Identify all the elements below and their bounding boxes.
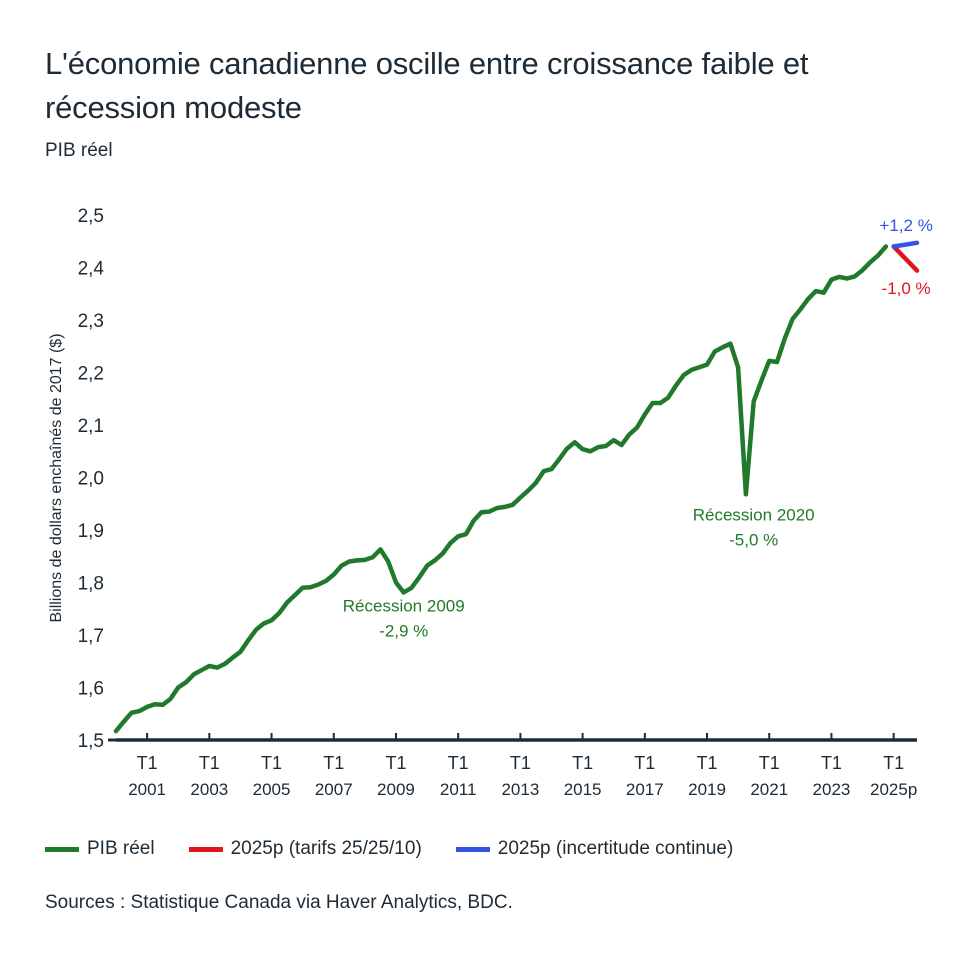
y-axis: 1,5 1,6 1,7 1,8 1,9 2,0 2,1 2,2 2,3 2,4 2,5: [78, 206, 116, 752]
y-tick-label: 2,1: [78, 416, 104, 437]
annotation-label: Récession 2009: [343, 596, 465, 615]
legend: PIB réel 2025p (tarifs 25/25/10) 2025p (…: [45, 838, 767, 860]
x-tick-label-quarter: T1: [448, 753, 469, 773]
annotation-value: -2,9 %: [379, 621, 428, 640]
y-tick-label: 1,7: [78, 626, 104, 647]
x-tick-label-quarter: T1: [821, 753, 842, 773]
annotation-label: +1,2 %: [879, 216, 932, 235]
legend-item-uncertainty: 2025p (incertitude continue): [455, 838, 734, 860]
x-tick-label-year: 2023: [813, 780, 851, 799]
series-group: [113, 240, 920, 734]
x-tick-label-quarter: T1: [261, 753, 282, 773]
x-tick-label-quarter: T1: [510, 753, 531, 773]
annotation-label: -1,0 %: [882, 279, 931, 298]
legend-swatch-gdp: [45, 846, 79, 852]
x-tick-label-year: 2021: [750, 780, 788, 799]
x-tick-label-year: 2019: [688, 780, 726, 799]
annotation-value: -5,0 %: [729, 531, 778, 550]
x-tick-label-quarter: T1: [697, 753, 718, 773]
y-tick-label: 2,5: [78, 206, 104, 227]
x-tick-label-quarter: T1: [759, 753, 780, 773]
y-tick-label: 2,4: [78, 259, 105, 280]
x-tick-label-quarter: T1: [883, 753, 904, 773]
x-tick-label-year: 2025p: [870, 780, 917, 799]
x-tick-label-quarter: T1: [199, 753, 220, 773]
x-tick-label-year: 2017: [626, 780, 664, 799]
chart-subtitle: PIB réel: [45, 140, 113, 161]
series-line-gdp: [113, 244, 889, 734]
x-tick-label-year: 2013: [501, 780, 539, 799]
y-tick-label: 1,6: [78, 679, 104, 700]
x-tick-label-year: 2001: [128, 780, 166, 799]
x-tick-label-year: 2009: [377, 780, 415, 799]
annotations-group: Récession 2009 -2,9 % Récession 2020 -5,0 %…: [343, 216, 933, 641]
legend-label-gdp: PIB réel: [87, 838, 155, 859]
x-tick-label-quarter: T1: [634, 753, 655, 773]
chart-title: L'économie canadienne oscille entre croi…: [45, 46, 809, 125]
legend-swatch-tariff: [188, 846, 223, 852]
x-tick-label-year: 2005: [253, 780, 291, 799]
x-tick-label-year: 2003: [190, 780, 228, 799]
series-line-tariff: [891, 244, 920, 273]
x-tick-label-quarter: T1: [137, 753, 158, 773]
x-tick-label-year: 2015: [564, 780, 602, 799]
x-tick-label-quarter: T1: [385, 753, 406, 773]
y-tick-label: 2,3: [78, 311, 104, 332]
x-axis: T1 2001 T1 2003 T1 2005 T1 2007 T1 2009 T1 2011 T1 20…: [116, 733, 917, 799]
y-tick-label: 2,0: [78, 469, 104, 490]
x-tick-label-year: 2011: [440, 780, 477, 799]
y-tick-label: 2,2: [78, 364, 104, 385]
legend-item-tariff: 2025p (tarifs 25/25/10): [188, 838, 422, 860]
x-tick-label-year: 2007: [315, 780, 353, 799]
legend-swatch-uncertainty: [455, 846, 490, 852]
legend-label-tariff: 2025p (tarifs 25/25/10): [230, 838, 422, 859]
y-axis-label: Billions de dollars enchaînés de 2017 ($…: [48, 333, 65, 622]
x-tick-label-quarter: T1: [323, 753, 344, 773]
legend-label-uncertainty: 2025p (incertitude continue): [497, 838, 734, 859]
annotation-label: Récession 2020: [693, 506, 815, 525]
legend-item-gdp: PIB réel: [45, 838, 155, 860]
x-tick-label-quarter: T1: [572, 753, 593, 773]
series-line-uncertainty: [891, 240, 920, 249]
y-tick-label: 1,9: [78, 521, 104, 542]
y-tick-label: 1,5: [78, 731, 104, 752]
y-tick-label: 1,8: [78, 574, 104, 595]
source-note: Sources : Statistique Canada via Haver A…: [45, 892, 513, 913]
